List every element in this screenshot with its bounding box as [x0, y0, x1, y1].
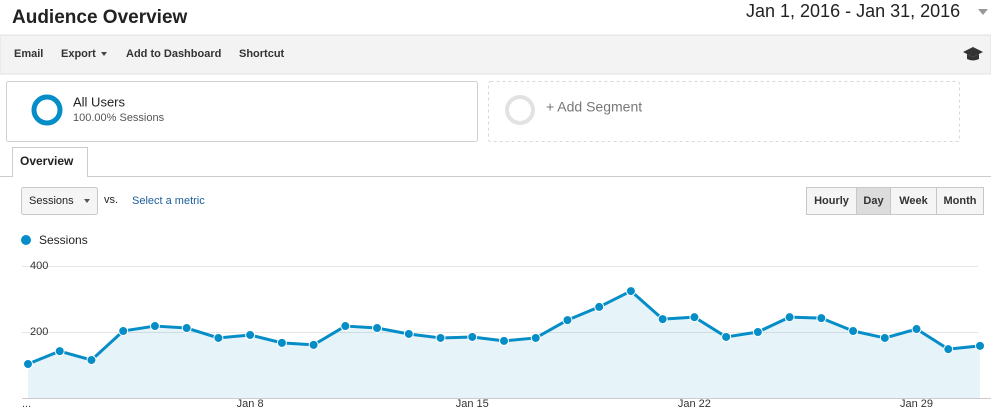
point — [784, 312, 795, 323]
point — [752, 327, 763, 337]
point — [245, 329, 256, 340]
point — [435, 332, 446, 343]
interval-label[interactable]: Week — [899, 195, 928, 207]
interval-label[interactable]: Hourly — [814, 195, 850, 207]
add-segment-card[interactable] — [488, 81, 960, 142]
interval-label[interactable]: Month — [944, 195, 977, 207]
toolbar-item[interactable]: Add to Dashboard — [126, 48, 221, 60]
legend-marker — [21, 235, 31, 245]
export-arrow — [101, 52, 107, 56]
x-tick-label: ... — [22, 398, 31, 410]
point — [943, 344, 954, 355]
interval-button[interactable] — [806, 187, 857, 215]
x-tick-label: Jan 15 — [456, 398, 489, 410]
legend-label: Sessions — [39, 233, 88, 247]
point — [721, 331, 732, 342]
point — [276, 337, 287, 348]
segment-donut — [31, 94, 63, 126]
metric-label[interactable]: Sessions — [29, 195, 74, 207]
date-arrow — [978, 9, 988, 15]
date-picker[interactable] — [742, 0, 991, 24]
y-tick-label: 400 — [30, 260, 48, 272]
point — [816, 313, 827, 324]
tab[interactable] — [12, 147, 88, 178]
point — [54, 346, 65, 357]
toolbar-item[interactable]: Shortcut — [239, 48, 285, 60]
interval-button[interactable] — [936, 187, 984, 215]
segment-card[interactable] — [6, 81, 478, 142]
toolbar-item[interactable]: Export — [61, 48, 96, 60]
interval-button[interactable] — [890, 187, 937, 215]
select-metric-link[interactable]: Select a metric — [132, 195, 205, 207]
add-segment-donut — [505, 95, 535, 125]
toolbar — [0, 34, 991, 75]
date-range[interactable]: Jan 1, 2016 - Jan 31, 2016 — [746, 1, 960, 21]
point — [467, 331, 478, 342]
toolbar-item[interactable]: Email — [14, 48, 43, 60]
point — [657, 314, 668, 325]
point — [213, 332, 224, 343]
y-tick-label: 200 — [30, 326, 48, 338]
point — [848, 326, 859, 337]
point — [879, 332, 890, 343]
interval-buttons: Hourly Day Week Month — [806, 187, 984, 215]
metric-dropdown[interactable] — [21, 187, 98, 215]
vs-label: vs. — [104, 194, 118, 206]
point — [149, 321, 160, 332]
add-segment[interactable]: + Add Segment — [546, 99, 642, 115]
point — [86, 355, 97, 366]
segment-detail: 100.00% Sessions — [73, 112, 165, 124]
tab-label[interactable]: Overview — [20, 154, 74, 168]
point — [340, 321, 351, 332]
help-icon[interactable] — [963, 47, 983, 61]
point — [689, 312, 700, 323]
x-tick-label: Jan 22 — [678, 398, 711, 410]
point — [372, 323, 383, 334]
point — [530, 332, 541, 343]
point — [499, 335, 509, 346]
interval-label[interactable]: Day — [863, 195, 884, 207]
plot: 200 400... Jan 8 Jan 15 Jan 22 Jan 29 — [22, 260, 991, 410]
interval-button[interactable] — [856, 187, 891, 215]
point — [562, 315, 573, 326]
point — [181, 323, 192, 334]
point — [975, 340, 985, 351]
x-tick-label: Jan 8 — [237, 398, 264, 410]
point — [118, 326, 129, 337]
x-tick-label: Jan 29 — [900, 398, 933, 410]
point — [403, 328, 414, 339]
point — [23, 359, 33, 370]
point — [308, 339, 319, 350]
point — [911, 324, 922, 335]
page-title: Audience Overview — [12, 7, 188, 28]
dropdown-arrow — [84, 199, 90, 203]
segment-name: All Users — [73, 94, 126, 109]
point — [594, 301, 605, 312]
point — [625, 286, 636, 297]
